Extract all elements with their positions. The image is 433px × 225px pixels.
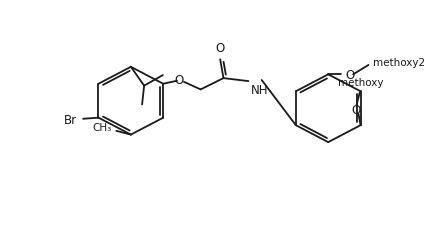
Text: O: O: [174, 74, 184, 87]
Text: O: O: [346, 69, 355, 81]
Text: CH₃: CH₃: [92, 123, 111, 133]
Text: methoxy: methoxy: [338, 77, 383, 87]
Text: Br: Br: [64, 114, 77, 126]
Text: O: O: [216, 42, 225, 55]
Text: O: O: [352, 104, 361, 116]
Text: methoxy2: methoxy2: [373, 58, 425, 68]
Text: NH: NH: [250, 84, 268, 97]
